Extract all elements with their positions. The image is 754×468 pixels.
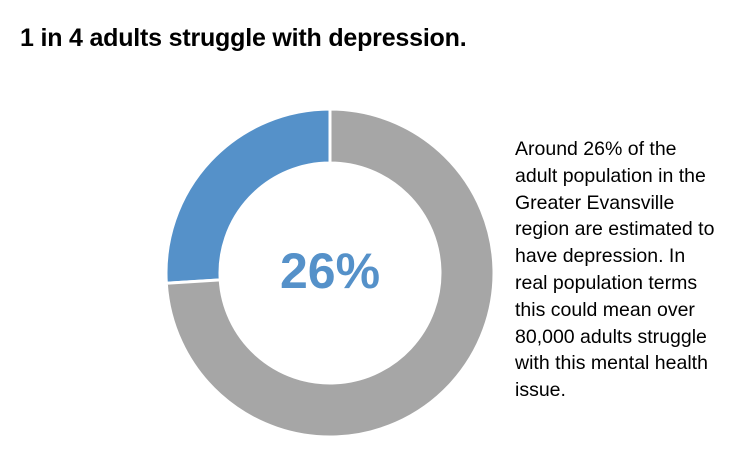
chart-title: 1 in 4 adults struggle with depression. bbox=[20, 24, 467, 52]
description-line: this could mean over bbox=[515, 298, 695, 321]
description-line: have depression. In bbox=[515, 245, 686, 268]
description-text: Around 26% of the adult population in the… bbox=[515, 136, 749, 404]
description-line: with this mental health bbox=[515, 352, 708, 375]
description-line: issue. bbox=[515, 379, 566, 402]
description-line: 80,000 adults struggle bbox=[515, 325, 707, 348]
description-line: region are estimated to bbox=[515, 218, 715, 241]
description-line: adult population in the bbox=[515, 164, 706, 187]
donut-slice-1 bbox=[164, 107, 496, 439]
donut-slice-0 bbox=[164, 107, 332, 285]
description-line: Around 26% of the bbox=[515, 138, 677, 160]
donut-slices bbox=[164, 107, 496, 439]
donut-center-label: 26% bbox=[280, 243, 380, 299]
description-line: real population terms bbox=[515, 271, 698, 294]
description-line: Greater Evansville bbox=[515, 191, 675, 214]
